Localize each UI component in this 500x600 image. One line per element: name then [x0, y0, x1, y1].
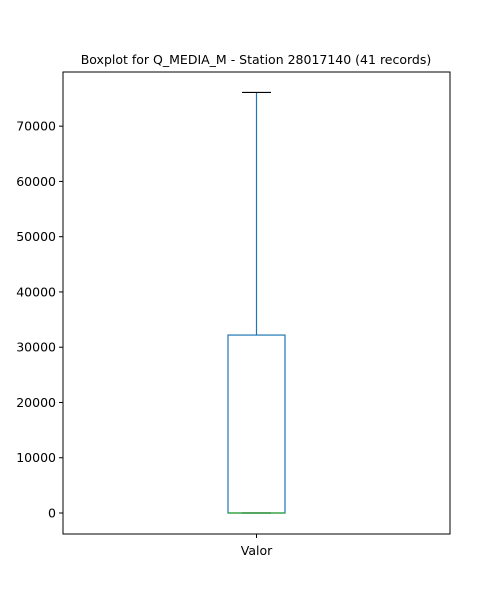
- y-tick-label: 70000: [16, 119, 56, 134]
- iqr-box: [227, 334, 286, 514]
- y-tick-label: 20000: [16, 395, 56, 410]
- y-tick-label: 50000: [16, 229, 56, 244]
- chart-title: Boxplot for Q_MEDIA_M - Station 28017140…: [81, 52, 432, 67]
- y-tick-label: 10000: [16, 450, 56, 465]
- y-tick-label: 40000: [16, 284, 56, 299]
- x-tick-label: Valor: [241, 543, 273, 558]
- y-tick-label: 30000: [16, 340, 56, 355]
- axes-frame: [62, 71, 451, 535]
- y-tick-label: 60000: [16, 174, 56, 189]
- y-tick-label: 0: [48, 506, 56, 521]
- plot-area: 0 10000 20000 30000 40000 50000 60000 70000 Valo…: [16, 71, 451, 558]
